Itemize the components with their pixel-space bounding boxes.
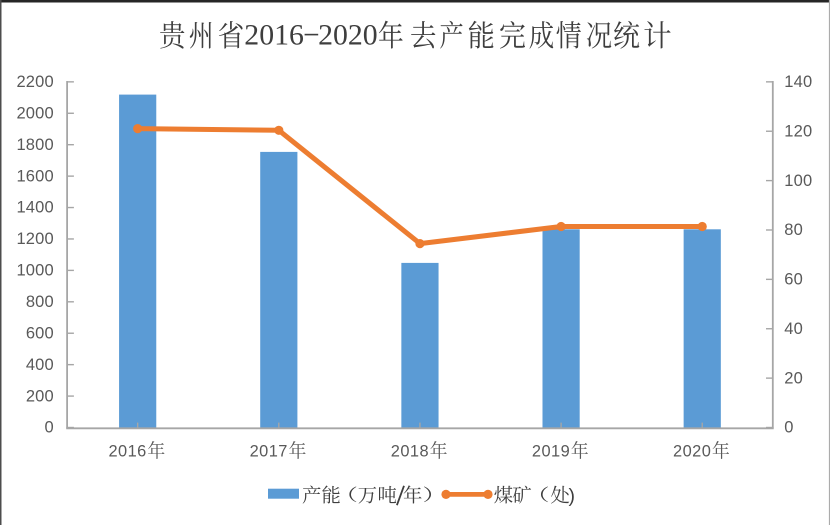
svg-text:200: 200	[26, 387, 54, 405]
svg-text:1600: 1600	[16, 167, 53, 185]
svg-text:2019: 2019	[532, 443, 570, 461]
svg-text:40: 40	[784, 320, 803, 338]
svg-text:): )	[569, 485, 576, 507]
svg-text:1400: 1400	[16, 199, 53, 217]
svg-text:2016: 2016	[108, 443, 146, 461]
svg-text:120: 120	[784, 122, 812, 140]
svg-text:2020: 2020	[318, 18, 378, 51]
svg-text:0: 0	[784, 419, 793, 437]
svg-text:2017: 2017	[250, 443, 288, 461]
svg-text:2020: 2020	[673, 443, 711, 461]
svg-text:800: 800	[26, 293, 54, 311]
svg-text:2000: 2000	[16, 104, 53, 122]
svg-text:80: 80	[784, 221, 803, 239]
svg-text:0: 0	[44, 419, 53, 437]
svg-text:400: 400	[26, 356, 54, 374]
svg-text:20: 20	[784, 369, 803, 387]
svg-text:2016: 2016	[244, 18, 304, 51]
svg-text:60: 60	[784, 271, 803, 289]
svg-text:100: 100	[784, 172, 812, 190]
svg-text:140: 140	[784, 73, 812, 91]
svg-text:600: 600	[26, 324, 54, 342]
svg-text:2200: 2200	[16, 73, 53, 91]
svg-text:1000: 1000	[16, 262, 53, 280]
svg-text:2018: 2018	[391, 443, 429, 461]
svg-text:1800: 1800	[16, 136, 53, 154]
svg-text:1200: 1200	[16, 230, 53, 248]
